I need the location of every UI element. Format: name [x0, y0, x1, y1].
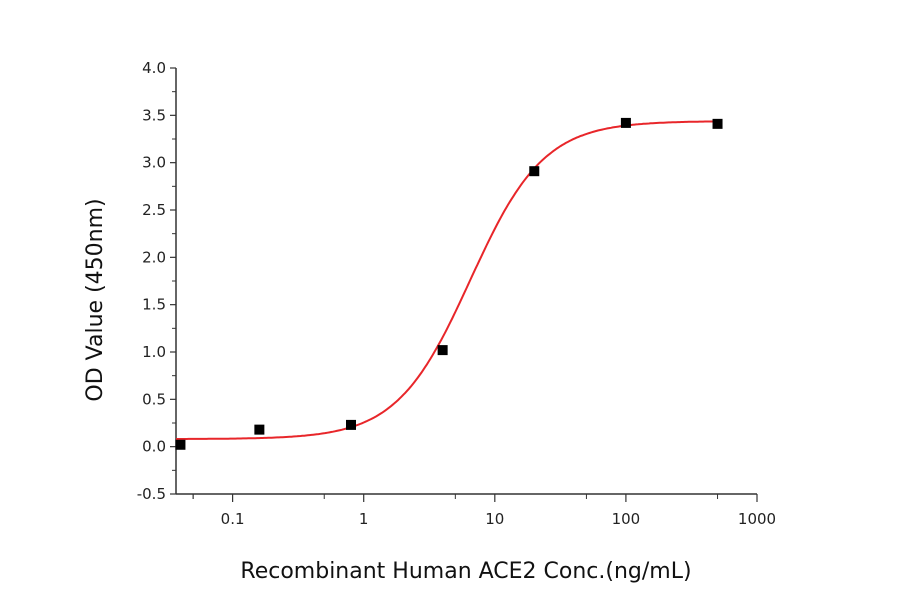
x-tick-label: 1000 [738, 510, 776, 528]
y-axis-ticks: -0.5 0.0 0.5 1.0 1.5 2.0 2.5 3.0 3.5 4.0 [137, 59, 176, 503]
x-tick-label: 1 [359, 510, 369, 528]
data-point [712, 118, 723, 129]
y-axis-title: OD Value (450nm) [83, 198, 108, 401]
y-tick-label: -0.5 [137, 485, 166, 503]
fit-curve [176, 120, 718, 440]
x-axis-ticks: 0.1 1 10 100 1000 [192, 494, 776, 528]
x-tick-label: 10 [485, 510, 504, 528]
data-point [175, 439, 186, 450]
data-points [175, 117, 723, 450]
y-tick-label: 3.5 [142, 106, 166, 124]
y-tick-label: 3.0 [142, 154, 166, 172]
y-tick-label: 0.5 [142, 390, 166, 408]
x-axis-title: Recombinant Human ACE2 Conc.(ng/mL) [240, 559, 691, 584]
y-tick-label: 2.0 [142, 248, 166, 266]
y-tick-label: 2.5 [142, 201, 166, 219]
data-point [254, 424, 265, 435]
y-tick-label: 1.0 [142, 343, 166, 361]
data-point [620, 117, 631, 128]
y-tick-label: 0.0 [142, 438, 166, 456]
x-tick-label: 0.1 [221, 510, 245, 528]
data-point [529, 166, 540, 177]
y-tick-label: 1.5 [142, 296, 166, 314]
data-point [437, 345, 448, 356]
data-point [346, 419, 357, 430]
y-tick-label: 4.0 [142, 59, 166, 77]
x-tick-label: 100 [612, 510, 641, 528]
